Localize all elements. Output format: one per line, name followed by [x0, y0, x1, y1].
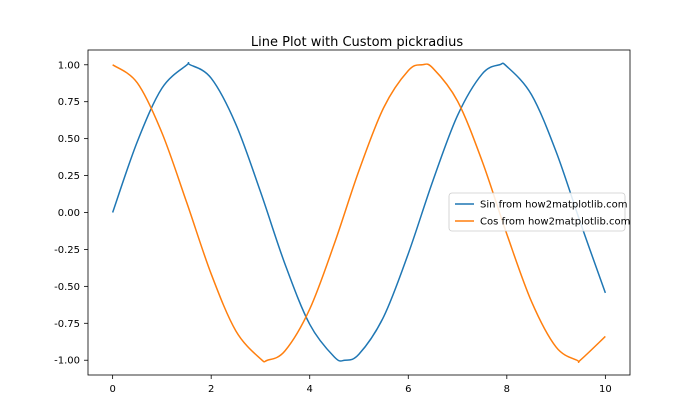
- series-line-cos: [112, 63, 606, 364]
- y-tick-label: -0.75: [54, 319, 80, 330]
- y-tick-label: 0.25: [58, 171, 80, 182]
- y-axis: -1.00 -0.75 -0.50 -0.25 0.00 0.25 0.50 0.75 1.00: [54, 60, 88, 367]
- x-tick-label: 2: [208, 384, 214, 395]
- x-tick-label: 4: [307, 384, 313, 395]
- y-tick-label: -0.25: [54, 245, 80, 256]
- y-tick-label: 1.00: [58, 60, 80, 71]
- series-line-sin: [111, 61, 607, 362]
- x-tick-label: 6: [405, 384, 411, 395]
- y-tick-label: -1.00: [54, 356, 80, 367]
- series-layer: [111, 61, 607, 364]
- y-tick-label: 0.50: [58, 134, 80, 145]
- legend: Sin from how2matplotlib.com Cos from how2…: [448, 192, 630, 232]
- y-tick-label: -0.50: [54, 282, 80, 293]
- x-tick-label: 10: [599, 384, 612, 395]
- chart-title: Line Plot with Custom pickradius: [251, 35, 463, 50]
- legend-box: [448, 192, 626, 232]
- y-tick-label: 0.00: [58, 208, 80, 219]
- x-axis: 0 2 4 6 8 10: [109, 375, 612, 395]
- x-tick-label: 0: [109, 384, 115, 395]
- x-tick-label: 8: [504, 384, 510, 395]
- y-tick-label: 0.75: [58, 97, 80, 108]
- legend-label-sin: Sin from how2matplotlib.com: [480, 200, 628, 211]
- legend-label-cos: Cos from how2matplotlib.com: [480, 217, 630, 228]
